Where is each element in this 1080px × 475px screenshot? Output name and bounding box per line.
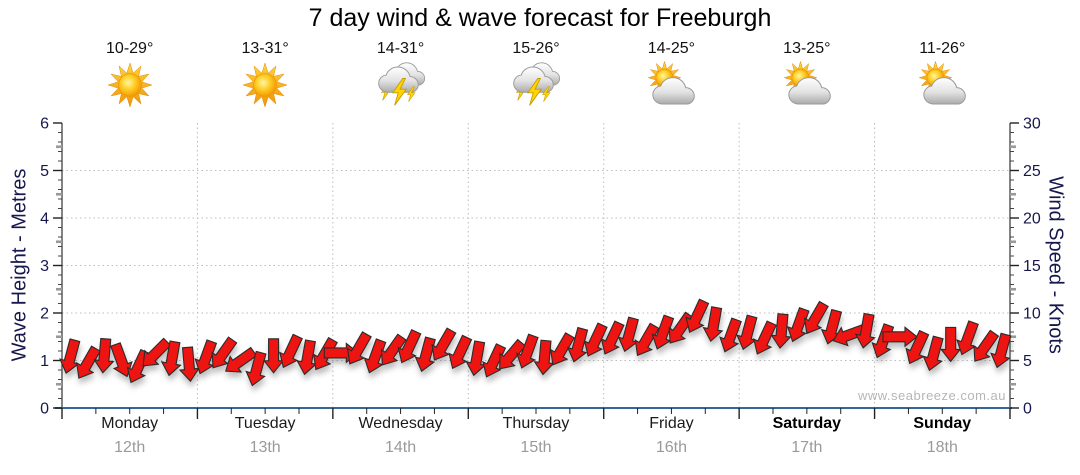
chart-title: 7 day wind & wave forecast for Freeburgh <box>308 4 772 32</box>
day-header-friday: 14-25° <box>603 40 739 115</box>
svg-text:1: 1 <box>40 353 49 370</box>
day-name: Thursday <box>502 415 570 432</box>
day-header-wednesday: 14-31° <box>333 40 469 115</box>
partly-cloudy-icon <box>916 60 968 110</box>
day-label-tuesday: Tuesday 13th <box>197 415 333 457</box>
day-date: 17th <box>791 439 823 456</box>
temp-range: 13-31° <box>241 40 289 57</box>
day-date: 15th <box>520 439 552 456</box>
day-date: 12th <box>114 439 146 456</box>
svg-text:20: 20 <box>1023 211 1041 228</box>
right-axis-title: Wind Speed - Knots <box>1044 176 1067 354</box>
day-date: 13th <box>249 439 281 456</box>
temp-range: 10-29° <box>106 40 154 57</box>
svg-text:25: 25 <box>1023 163 1041 180</box>
day-header-monday: 10-29° <box>62 40 198 115</box>
temp-range: 14-25° <box>647 40 696 57</box>
day-label-sunday: Sunday 18th <box>874 415 1010 457</box>
day-name: Sunday <box>913 415 972 432</box>
day-name: Tuesday <box>234 415 296 432</box>
day-name: Saturday <box>772 415 842 432</box>
day-header-sunday: 11-26° <box>874 40 1010 115</box>
temp-range: 15-26° <box>512 40 560 57</box>
temp-range: 11-26° <box>919 40 966 57</box>
svg-text:15: 15 <box>1023 258 1041 275</box>
day-label-thursday: Thursday 15th <box>468 415 604 457</box>
day-date: 14th <box>384 439 417 456</box>
storm-icon <box>375 60 427 110</box>
day-date: 18th <box>926 439 958 456</box>
sunny-icon <box>239 60 291 110</box>
left-axis-title: Wave Height - Metres <box>8 168 31 362</box>
day-label-monday: Monday 12th <box>62 415 198 457</box>
temp-range: 14-31° <box>376 40 425 57</box>
day-label-friday: Friday 16th <box>603 415 739 457</box>
watermark: www.seabreeze.com.au <box>857 388 1006 403</box>
svg-text:5: 5 <box>1023 353 1032 370</box>
partly-cloudy-icon <box>781 60 833 110</box>
svg-text:5: 5 <box>40 163 49 180</box>
day-header-tuesday: 13-31° <box>197 40 333 115</box>
day-date: 16th <box>655 439 687 456</box>
svg-text:6: 6 <box>40 116 49 133</box>
day-label-saturday: Saturday 17th <box>739 415 875 457</box>
svg-text:3: 3 <box>40 258 49 275</box>
svg-text:4: 4 <box>40 211 49 228</box>
svg-text:0: 0 <box>40 401 49 418</box>
sunny-icon <box>104 60 156 110</box>
temp-range: 13-25° <box>783 40 831 57</box>
day-header-thursday: 15-26° <box>468 40 604 115</box>
partly-cloudy-icon <box>645 60 697 110</box>
svg-text:2: 2 <box>40 306 49 323</box>
day-name: Friday <box>649 415 694 432</box>
day-name: Wednesday <box>358 415 443 432</box>
day-label-wednesday: Wednesday 14th <box>333 415 469 457</box>
svg-text:10: 10 <box>1023 306 1041 323</box>
day-name: Monday <box>101 415 159 432</box>
svg-text:0: 0 <box>1023 401 1032 418</box>
day-header-saturday: 13-25° <box>739 40 875 115</box>
svg-text:30: 30 <box>1023 116 1041 133</box>
storm-icon <box>510 60 562 110</box>
